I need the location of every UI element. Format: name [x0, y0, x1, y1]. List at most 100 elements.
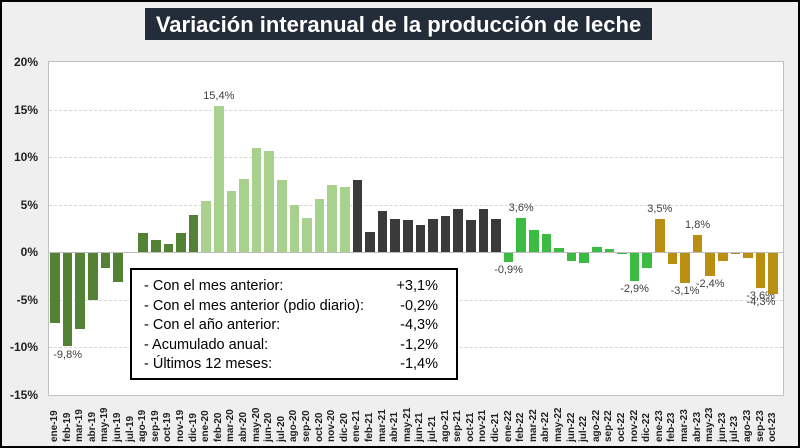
x-axis-label: nov-22 — [628, 409, 640, 442]
x-axis-label: abr-23 — [691, 411, 703, 442]
bar-oct-20 — [314, 199, 325, 253]
bar-nov-20 — [327, 184, 337, 253]
summary-label: - Con el mes anterior: — [144, 278, 284, 294]
x-axis-label: may-20 — [250, 407, 262, 442]
x-axis-label: sep-20 — [301, 410, 312, 442]
bar-value-label: -2,4% — [695, 278, 725, 291]
bar-sep-19 — [151, 239, 161, 253]
bar-ene-20 — [201, 200, 211, 253]
x-axis-label: abr-20 — [238, 411, 249, 442]
x-axis-label: may-21 — [401, 407, 413, 442]
x-axis-label: ago-23 — [742, 409, 753, 442]
x-axis-label: jun-19 — [112, 412, 123, 442]
bar-jun-23 — [718, 253, 728, 261]
x-axis-label: ago-19 — [137, 409, 149, 442]
x-axis-label: dic-21 — [490, 413, 501, 442]
bar-jun-22 — [566, 253, 577, 261]
x-axis-label: mar-21 — [376, 409, 388, 442]
y-axis-tick-label: 10% — [13, 150, 38, 165]
bar-ene-22 — [503, 253, 514, 262]
bar-abr-22 — [541, 234, 552, 253]
x-axis-label: may-19 — [99, 407, 111, 442]
x-axis-label: mar-22 — [527, 409, 539, 442]
bar-value-label: -3,1% — [670, 284, 700, 297]
bar-ago-22 — [592, 246, 602, 253]
bar-ene-21 — [352, 180, 363, 253]
x-axis-label: sep-19 — [149, 410, 161, 442]
bar-may-23 — [705, 253, 715, 277]
bar-mar-23 — [680, 253, 690, 283]
bar-sep-22 — [604, 249, 615, 253]
bar-mar-21 — [377, 211, 388, 253]
x-axis-label: nov-21 — [477, 409, 489, 442]
x-axis-label: ago-21 — [439, 409, 451, 442]
x-axis-label: jun-21 — [414, 412, 426, 442]
x-axis-label: ene-22 — [502, 410, 514, 442]
bar-nov-21 — [478, 208, 489, 253]
y-axis-tick-label: 0% — [20, 245, 38, 260]
x-axis-label: sep-23 — [754, 410, 766, 442]
x-axis-label: abr-21 — [389, 411, 401, 442]
x-axis-label: dic-19 — [187, 413, 199, 442]
x-axis-label: jun-23 — [716, 412, 728, 442]
bar-oct-21 — [466, 219, 476, 253]
bar-value-label: -9,8% — [53, 348, 82, 361]
summary-row: - Con el año anterior: -4,3% — [144, 316, 438, 336]
summary-label: - Con el mes anterior (pdio diario): — [144, 297, 365, 314]
bar-nov-19 — [176, 233, 186, 253]
bar-jul-22 — [579, 253, 589, 263]
x-axis-label: oct-21 — [464, 412, 476, 442]
summary-row: - Con el mes anterior (pdio diario): -0,… — [144, 297, 438, 317]
x-axis-label: jul-23 — [729, 415, 741, 442]
x-axis-label: jul-22 — [578, 415, 590, 442]
summary-value: -1,2% — [400, 336, 438, 353]
x-axis-label: sep-21 — [452, 410, 464, 442]
x-axis-label: feb-19 — [61, 412, 73, 442]
bar-mar-19 — [75, 253, 85, 330]
summary-value: -4,3% — [400, 317, 438, 333]
bar-value-label: -2,9% — [620, 282, 649, 295]
x-axis-label: oct-23 — [767, 412, 779, 442]
gridline — [49, 157, 783, 159]
x-axis-label: feb-23 — [666, 412, 678, 442]
x-axis-label: jun-20 — [263, 412, 275, 442]
bar-feb-22 — [516, 218, 526, 253]
y-axis-tick-label: -15% — [9, 388, 38, 402]
x-axis-label: abr-22 — [540, 411, 552, 442]
x-axis-label: mar-19 — [74, 409, 86, 442]
bar-feb-19 — [62, 253, 73, 347]
bar-jul-21 — [428, 219, 438, 253]
bar-value-label: 3,5% — [647, 203, 673, 215]
bar-abr-20 — [239, 179, 249, 253]
gridline — [49, 109, 783, 111]
bar-dic-19 — [188, 215, 199, 253]
x-axis-label: sep-22 — [603, 410, 615, 442]
y-axis-tick-label: -5% — [16, 292, 38, 307]
bar-jul-20 — [277, 180, 287, 253]
x-axis-label: jul-20 — [275, 415, 287, 442]
bar-may-22 — [554, 247, 564, 253]
x-axis-label: abr-19 — [86, 411, 98, 442]
x-axis-label: ago-22 — [590, 409, 602, 442]
x-axis-label: oct-22 — [616, 412, 627, 442]
bar-may-19 — [100, 253, 111, 269]
summary-label: - Con el año anterior: — [144, 317, 281, 333]
bar-abr-21 — [390, 219, 400, 253]
x-axis-label: feb-20 — [212, 412, 224, 442]
bar-jun-19 — [113, 253, 123, 282]
bar-value-label: -4,3% — [746, 296, 776, 309]
bar-ago-20 — [289, 204, 300, 253]
bar-sep-23 — [755, 253, 766, 288]
x-axis-label: ago-20 — [288, 409, 300, 442]
bar-nov-22 — [629, 253, 640, 281]
summary-row: - Con el mes anterior: +3,1% — [144, 277, 438, 297]
x-axis-label: ene-20 — [200, 410, 212, 442]
bar-may-20 — [251, 147, 262, 253]
bar-dic-22 — [642, 253, 652, 269]
x-axis-label: mar-23 — [679, 409, 690, 442]
x-axis-label: feb-21 — [364, 412, 375, 442]
bar-oct-23 — [768, 253, 778, 295]
x-axis-label: nov-20 — [326, 409, 338, 442]
x-axis-label: jun-22 — [565, 412, 577, 442]
